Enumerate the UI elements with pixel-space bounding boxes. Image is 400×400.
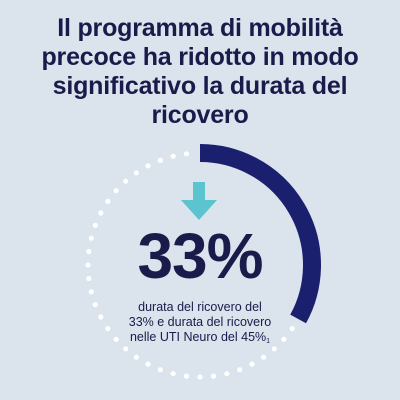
ring-dot xyxy=(105,198,111,204)
ring-dot xyxy=(197,374,203,380)
ring-dot xyxy=(281,336,287,342)
ring-dot xyxy=(261,354,267,360)
ring-dot xyxy=(113,188,119,194)
ring-dot xyxy=(98,314,104,320)
ring-dot xyxy=(105,326,111,332)
ring-dot xyxy=(170,371,176,377)
ring-dot xyxy=(271,346,277,352)
ring-dot xyxy=(92,222,98,228)
stat-caption: durata del ricovero del 33% e durata del… xyxy=(100,300,300,349)
ring-dot xyxy=(123,346,129,352)
title-line: significativo la durata del xyxy=(52,72,348,100)
page-title: Il programma di mobilità precoce ha rido… xyxy=(0,14,400,130)
down-arrow-icon xyxy=(181,182,217,220)
ring-dot xyxy=(133,170,139,176)
progress-arc xyxy=(199,144,321,324)
ring-dot xyxy=(289,326,295,332)
ring-dot xyxy=(98,210,104,216)
ring-dot xyxy=(157,157,163,163)
title-line: Il programma di mobilità xyxy=(57,14,343,42)
caption-line: durata del ricovero del xyxy=(138,300,262,314)
ring-dot xyxy=(145,361,151,367)
ring-dot xyxy=(88,235,94,241)
ring-dot xyxy=(170,153,176,159)
ring-dot xyxy=(224,371,230,377)
ring-dot xyxy=(210,373,217,379)
stat-value: 33% xyxy=(137,220,263,292)
caption-line: nelle UTI Neuro del 45%1 xyxy=(100,330,300,349)
ring-dot xyxy=(113,336,119,342)
ring-dot xyxy=(145,163,151,169)
title-line: precoce ha ridotto in modo xyxy=(41,43,359,71)
ring-dot xyxy=(237,367,243,373)
ring-dot xyxy=(157,367,163,373)
caption-text: nelle UTI Neuro del 45% xyxy=(129,330,267,344)
ring-dot xyxy=(85,262,91,268)
ring-dot xyxy=(249,361,255,367)
dotted-ring xyxy=(85,151,295,380)
ring-dot xyxy=(183,151,190,157)
ring-dot xyxy=(133,354,139,360)
title-line: ricovero xyxy=(151,101,249,129)
ring-dot xyxy=(183,373,190,379)
ring-dot xyxy=(86,248,92,255)
caption-line: 33% e durata del ricovero xyxy=(128,315,272,329)
footnote-ref: 1 xyxy=(266,338,271,345)
ring-dot xyxy=(86,275,92,282)
ring-dot xyxy=(88,289,94,295)
ring-dot xyxy=(123,178,129,184)
ring-dot xyxy=(92,302,98,308)
